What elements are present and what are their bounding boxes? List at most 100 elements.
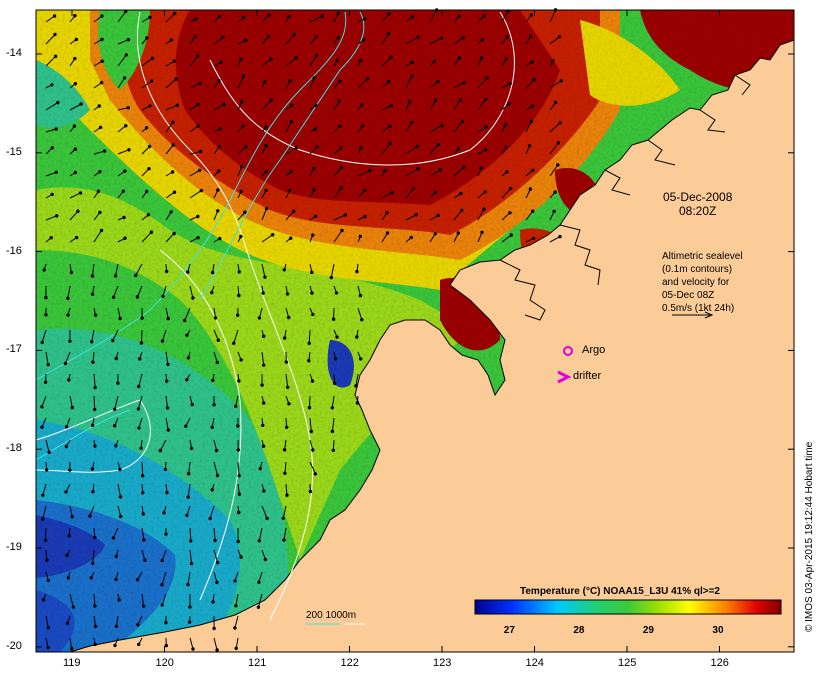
velocity-arrow-head xyxy=(329,275,333,280)
velocity-arrow xyxy=(45,171,57,177)
velocity-arrow-head xyxy=(43,380,48,384)
velocity-arrow xyxy=(237,211,246,221)
velocity-arrow xyxy=(45,102,59,111)
velocity-arrow xyxy=(161,593,167,606)
velocity-arrow xyxy=(140,329,143,344)
velocity-arrow-head xyxy=(263,557,268,562)
velocity-arrow-head xyxy=(56,100,60,105)
velocity-arrow-head xyxy=(553,190,557,194)
velocity-arrow-head xyxy=(72,124,77,128)
velocity-arrow xyxy=(92,351,95,363)
velocity-arrow-head xyxy=(307,406,312,410)
velocity-arrow xyxy=(141,231,152,243)
velocity-arrow-head xyxy=(236,539,240,544)
velocity-arrow-head xyxy=(388,141,392,146)
velocity-arrow-head xyxy=(338,124,342,129)
velocity-arrow-head xyxy=(257,580,261,584)
velocity-arrow xyxy=(405,75,413,89)
velocity-arrow xyxy=(138,373,143,387)
velocity-arrow-head xyxy=(194,17,198,21)
velocity-arrow xyxy=(282,505,287,519)
velocity-arrow-head xyxy=(141,474,145,478)
velocity-arrow-head xyxy=(41,493,45,497)
velocity-arrow-head xyxy=(532,77,536,82)
velocity-arrow xyxy=(525,79,535,89)
velocity-arrow-head xyxy=(462,165,466,169)
velocity-arrow xyxy=(237,146,247,155)
velocity-arrow-head xyxy=(164,621,168,625)
velocity-arrow-head xyxy=(407,99,412,104)
velocity-arrow-head xyxy=(237,270,242,274)
velocity-arrow-head xyxy=(187,472,191,476)
velocity-arrow-head xyxy=(198,149,203,154)
velocity-arrow-head xyxy=(186,270,190,274)
velocity-arrow-head xyxy=(66,313,70,317)
depth-contours xyxy=(35,11,365,461)
velocity-arrow-head xyxy=(529,13,533,17)
sealevel-contours xyxy=(35,11,515,621)
velocity-arrow-head xyxy=(163,467,168,472)
velocity-arrow xyxy=(285,147,297,155)
velocity-arrow-head xyxy=(359,103,364,107)
velocity-arrow-head xyxy=(267,13,271,17)
velocity-arrow-head xyxy=(46,626,50,630)
velocity-arrow xyxy=(189,527,192,541)
velocity-arrow xyxy=(189,549,193,564)
velocity-arrow-head xyxy=(99,80,104,85)
velocity-arrow-head xyxy=(331,317,336,321)
velocity-arrow xyxy=(429,9,438,23)
velocity-arrow xyxy=(189,285,194,299)
velocity-arrow-head xyxy=(484,125,488,129)
velocity-arrow-head xyxy=(93,604,97,608)
velocity-arrow-head xyxy=(143,558,147,562)
velocity-arrow xyxy=(93,593,96,607)
velocity-arrow-head xyxy=(111,295,116,299)
velocity-arrow xyxy=(92,549,95,564)
velocity-arrow xyxy=(213,103,225,111)
velocity-arrow-head xyxy=(122,76,127,80)
velocity-arrow-head xyxy=(93,313,98,317)
colorbar xyxy=(474,599,782,615)
velocity-arrow xyxy=(189,125,199,133)
velocity-arrow-head xyxy=(222,102,227,107)
y-tick-label: -14 xyxy=(6,47,22,59)
velocity-arrow-head xyxy=(239,358,243,362)
velocity-arrow-head xyxy=(261,423,265,427)
velocity-arrow-head xyxy=(53,32,57,37)
note-line: and velocity for xyxy=(662,277,730,288)
velocity-arrow xyxy=(69,505,73,517)
velocity-arrow-head xyxy=(460,208,464,213)
velocity-arrow-head xyxy=(71,605,76,609)
velocity-arrow xyxy=(189,82,201,89)
velocity-arrow-head xyxy=(313,472,318,476)
velocity-arrow xyxy=(117,483,121,497)
velocity-arrow xyxy=(237,75,244,89)
velocity-arrow-head xyxy=(365,77,370,81)
velocity-arrow-head xyxy=(122,215,126,220)
velocity-arrow xyxy=(333,214,346,221)
velocity-arrow-head xyxy=(358,58,363,63)
velocity-arrow-head xyxy=(100,14,104,18)
velocity-arrow-head xyxy=(187,620,192,624)
y-tick-label: -17 xyxy=(6,343,22,356)
velocity-arrow xyxy=(284,461,287,474)
velocity-arrow-head xyxy=(241,124,245,128)
velocity-arrow-head xyxy=(531,236,536,241)
velocity-arrow-head xyxy=(123,169,127,173)
velocity-arrow-head xyxy=(239,189,243,194)
velocity-arrow-head xyxy=(190,402,194,407)
velocity-arrow-head xyxy=(147,167,151,171)
velocity-arrow-head xyxy=(236,313,240,317)
velocity-arrow-head xyxy=(219,60,223,64)
velocity-arrow-head xyxy=(164,269,169,274)
velocity-arrow-head xyxy=(530,60,534,64)
velocity-arrow xyxy=(69,395,73,408)
velocity-arrow-head xyxy=(114,624,119,628)
velocity-arrow-head xyxy=(196,54,200,58)
velocity-arrow-head xyxy=(40,340,44,345)
sea-surface-temperature-field xyxy=(36,10,794,652)
x-tick-label: 119 xyxy=(63,657,81,669)
velocity-arrow xyxy=(213,351,218,363)
velocity-arrow-head xyxy=(256,605,261,609)
velocity-arrow xyxy=(261,351,265,366)
